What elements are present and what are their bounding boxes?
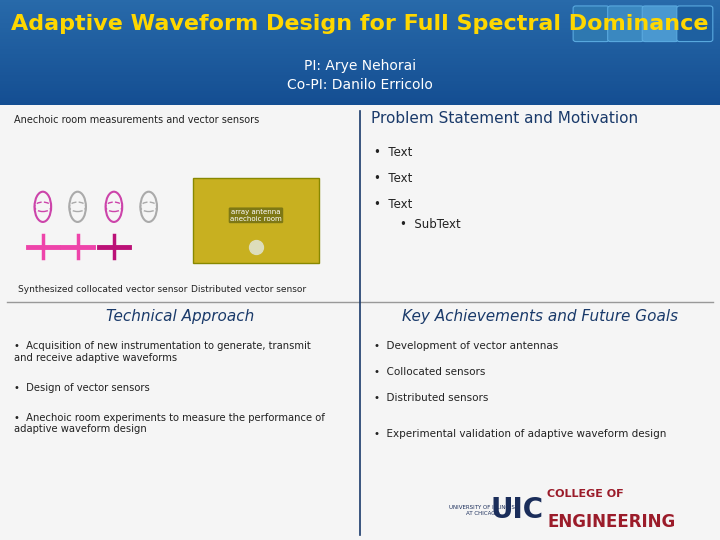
- Bar: [0, 91, 720, 93]
- Bar: [0, 28, 720, 30]
- Bar: [0, 92, 720, 95]
- Bar: [0, 103, 720, 105]
- Text: •  Text: • Text: [374, 146, 413, 159]
- Bar: [0, 52, 720, 55]
- Bar: [0, 0, 720, 2]
- Bar: [0, 33, 720, 35]
- Text: PI: Arye Nehorai: PI: Arye Nehorai: [304, 59, 416, 73]
- Bar: [0, 15, 720, 18]
- Text: •  SubText: • SubText: [400, 218, 460, 231]
- Bar: [0, 75, 720, 77]
- Bar: [0, 84, 720, 86]
- Bar: [0, 68, 720, 70]
- Text: •  Experimental validation of adaptive waveform design: • Experimental validation of adaptive wa…: [374, 429, 667, 439]
- Bar: [0, 6, 720, 9]
- Bar: [0, 3, 720, 5]
- Text: UIC: UIC: [490, 496, 544, 524]
- Text: •  Text: • Text: [374, 198, 413, 211]
- Bar: [0, 94, 720, 97]
- Bar: [0, 77, 720, 79]
- Bar: [0, 87, 720, 90]
- Bar: [0, 105, 720, 540]
- Bar: [0, 43, 720, 45]
- Bar: [0, 57, 720, 60]
- Bar: [0, 22, 720, 25]
- Text: Synthesized collocated vector sensor: Synthesized collocated vector sensor: [18, 285, 187, 294]
- Bar: [0, 31, 720, 33]
- Bar: [0, 35, 720, 37]
- Text: •  Acquisition of new instrumentation to generate, transmit
and receive adaptive: • Acquisition of new instrumentation to …: [14, 341, 311, 363]
- Bar: [0, 102, 720, 104]
- Text: •  Anechoic room experiments to measure the performance of
adaptive waveform des: • Anechoic room experiments to measure t…: [14, 413, 325, 434]
- Bar: [0, 29, 720, 31]
- Bar: [0, 47, 720, 49]
- Bar: [0, 80, 720, 83]
- Bar: [0, 56, 720, 58]
- Text: •  Design of vector sensors: • Design of vector sensors: [14, 383, 150, 393]
- Bar: [0, 12, 720, 14]
- Bar: [0, 19, 720, 21]
- Text: •  Collocated sensors: • Collocated sensors: [374, 367, 486, 377]
- Bar: [0, 89, 720, 91]
- Bar: [0, 71, 720, 74]
- FancyBboxPatch shape: [642, 6, 678, 42]
- FancyBboxPatch shape: [677, 6, 713, 42]
- Bar: [0, 63, 720, 65]
- Bar: [0, 45, 720, 48]
- Bar: [0, 10, 720, 12]
- Bar: [0, 38, 720, 40]
- Text: Co-PI: Danilo Erricolo: Co-PI: Danilo Erricolo: [287, 78, 433, 92]
- Bar: [0, 59, 720, 62]
- Text: ENGINEERING: ENGINEERING: [547, 513, 675, 531]
- Bar: [0, 70, 720, 72]
- Bar: [0, 78, 720, 80]
- FancyBboxPatch shape: [608, 6, 644, 42]
- Text: Technical Approach: Technical Approach: [106, 309, 254, 324]
- Text: UNIVERSITY OF ILLINOIS
AT CHICAGO: UNIVERSITY OF ILLINOIS AT CHICAGO: [449, 505, 516, 516]
- Text: Problem Statement and Motivation: Problem Statement and Motivation: [371, 111, 638, 126]
- Bar: [0, 8, 720, 11]
- Text: Key Achievements and Future Goals: Key Achievements and Future Goals: [402, 309, 678, 324]
- Text: Anechoic room measurements and vector sensors: Anechoic room measurements and vector se…: [14, 115, 260, 125]
- Bar: [0, 64, 720, 67]
- Text: Distributed vector sensor: Distributed vector sensor: [191, 285, 306, 294]
- Bar: [0, 73, 720, 76]
- Bar: [0, 17, 720, 19]
- Bar: [0, 61, 720, 63]
- Text: •  Distributed sensors: • Distributed sensors: [374, 393, 489, 403]
- Bar: [0, 24, 720, 26]
- Bar: [0, 1, 720, 3]
- Bar: [0, 98, 720, 100]
- Bar: [0, 40, 720, 42]
- Bar: [0, 5, 720, 7]
- Text: array antenna
anechoic room: array antenna anechoic room: [230, 209, 282, 222]
- Bar: [0, 85, 720, 88]
- Bar: [0, 50, 720, 53]
- Bar: [0, 42, 720, 44]
- Bar: [0, 66, 720, 69]
- Bar: [0, 26, 720, 28]
- Text: COLLEGE OF: COLLEGE OF: [547, 489, 624, 499]
- Bar: [0, 99, 720, 102]
- Text: •  Development of vector antennas: • Development of vector antennas: [374, 341, 559, 352]
- Text: •  Text: • Text: [374, 172, 413, 185]
- Bar: [0, 14, 720, 16]
- Bar: [0, 96, 720, 98]
- Bar: [0, 36, 720, 39]
- Bar: [0, 21, 720, 23]
- Bar: [0, 82, 720, 84]
- Bar: [0, 54, 720, 56]
- Text: Adaptive Waveform Design for Full Spectral Dominance: Adaptive Waveform Design for Full Spectr…: [12, 14, 708, 33]
- FancyBboxPatch shape: [573, 6, 609, 42]
- Bar: [0, 49, 720, 51]
